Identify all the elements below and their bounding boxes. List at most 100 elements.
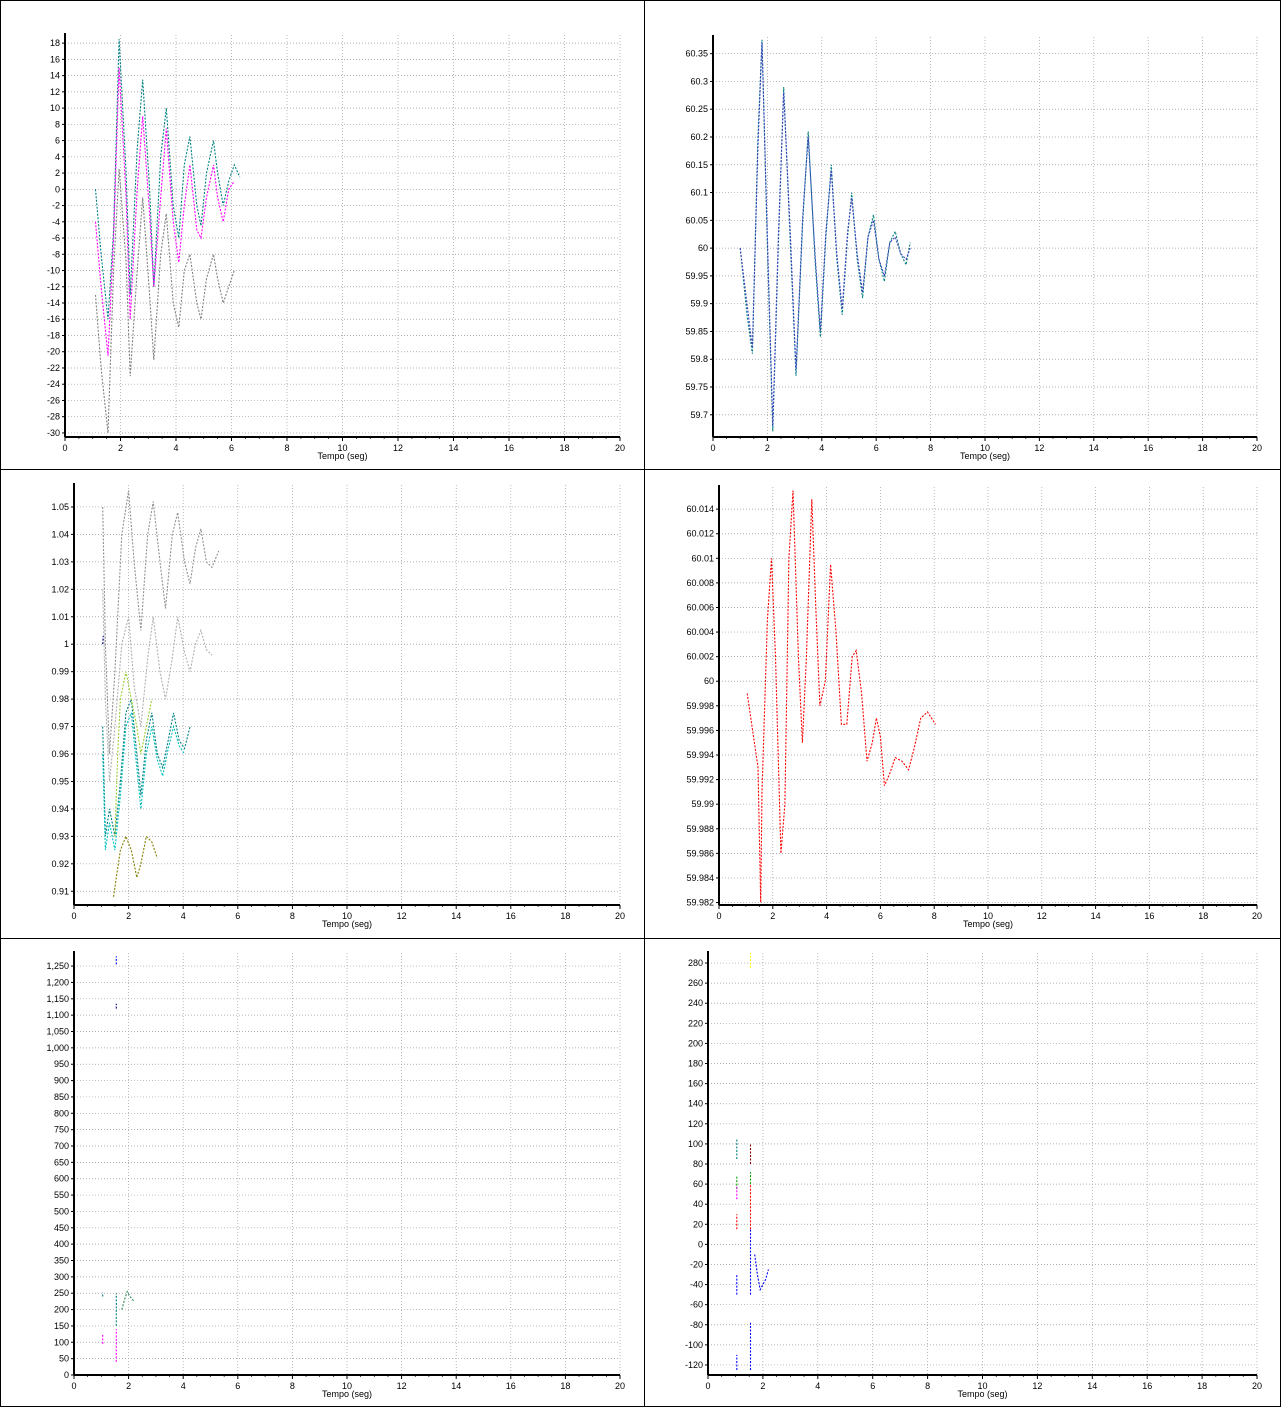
- y-tick-label: 2: [55, 168, 60, 178]
- x-tick-label: 12: [393, 443, 403, 453]
- x-tick-label: 12: [1032, 1381, 1042, 1391]
- y-tick-label: 0.98: [51, 694, 69, 704]
- x-tick-label: 6: [874, 443, 879, 453]
- y-tick-label: 80: [693, 1159, 703, 1169]
- x-tick-label: 20: [615, 911, 625, 921]
- x-tick-label: 18: [560, 911, 570, 921]
- y-tick-label: 60: [704, 676, 714, 686]
- y-tick-label: -28: [47, 412, 60, 422]
- y-tick-label: 350: [54, 1256, 69, 1266]
- x-tick-label: 8: [284, 443, 289, 453]
- y-tick-label: 6: [55, 136, 60, 146]
- y-tick-label: 1,050: [46, 1027, 69, 1037]
- x-tick-label: 4: [181, 1381, 186, 1391]
- x-tick-label: 4: [181, 911, 186, 921]
- x-tick-label: 2: [118, 443, 123, 453]
- y-tick-label: 60: [693, 1179, 703, 1189]
- y-tick-label: 0: [698, 1239, 703, 1249]
- chart-p2: 0 2 4 6 8 10 12 14 16 18 2059.759.7559.859.8559.95…: [685, 35, 1262, 461]
- x-tick-label: 12: [397, 1381, 407, 1391]
- x-tick-label: 2: [760, 1381, 765, 1391]
- y-tick-label: -10: [47, 266, 60, 276]
- y-tick-label: 0: [64, 1370, 69, 1380]
- y-tick-label: 100: [688, 1139, 703, 1149]
- y-tick-label: -120: [685, 1360, 703, 1370]
- series-line-2: [102, 698, 191, 837]
- y-tick-label: 1: [64, 639, 69, 649]
- y-tick-label: 260: [688, 978, 703, 988]
- cell-p3: [1, 470, 645, 939]
- y-tick-label: 60.002: [686, 652, 714, 662]
- x-tick-label: 10: [983, 911, 993, 921]
- y-tick-label: 16: [50, 54, 60, 64]
- y-tick-label: 140: [688, 1099, 703, 1109]
- x-tick-label: 16: [1144, 911, 1154, 921]
- y-tick-label: 60.004: [686, 627, 714, 637]
- series-line-6: [102, 635, 104, 645]
- y-tick-label: 0.99: [51, 667, 69, 677]
- y-tick-label: 220: [688, 1018, 703, 1028]
- y-tick-label: 60.014: [686, 504, 714, 514]
- y-tick-label: -26: [47, 395, 60, 405]
- x-tick-label: 4: [815, 1381, 820, 1391]
- y-tick-label: 0.94: [51, 804, 69, 814]
- y-tick-label: 750: [54, 1125, 69, 1135]
- x-tick-label: 6: [235, 1381, 240, 1391]
- x-tick-label: 16: [1142, 1381, 1152, 1391]
- y-tick-label: 450: [54, 1223, 69, 1233]
- x-tick-label: 12: [1037, 911, 1047, 921]
- y-tick-label: -20: [690, 1259, 703, 1269]
- y-tick-label: 1.01: [51, 612, 69, 622]
- y-tick-label: 60.1: [690, 188, 708, 198]
- y-tick-label: -4: [52, 217, 60, 227]
- y-tick-label: 0.92: [51, 859, 69, 869]
- x-tick-label: 6: [870, 1381, 875, 1391]
- y-tick-label: 240: [688, 998, 703, 1008]
- y-tick-label: 1,250: [46, 961, 69, 971]
- x-tick-label: 10: [977, 1381, 987, 1391]
- y-tick-label: 12: [50, 87, 60, 97]
- x-tick-label: 6: [229, 443, 234, 453]
- y-tick-label: -8: [52, 249, 60, 259]
- y-tick-label: -30: [47, 428, 60, 438]
- x-tick-label: 8: [925, 1381, 930, 1391]
- series-line-4: [114, 671, 153, 837]
- y-tick-label: 59.986: [686, 848, 714, 858]
- x-tick-label: 0: [710, 443, 715, 453]
- y-tick-label: -80: [690, 1320, 703, 1330]
- x-tick-label: 16: [506, 911, 516, 921]
- x-tick-label: 0: [716, 911, 721, 921]
- x-tick-label: 8: [928, 443, 933, 453]
- y-tick-label: 60.25: [685, 104, 708, 114]
- y-tick-label: 60.012: [686, 529, 714, 539]
- y-tick-label: 180: [688, 1059, 703, 1069]
- y-tick-label: 250: [54, 1288, 69, 1298]
- y-tick-label: 8: [55, 119, 60, 129]
- x-tick-label: 10: [342, 911, 352, 921]
- x-axis-label: Tempo (seg): [322, 919, 372, 929]
- x-tick-label: 0: [71, 1381, 76, 1391]
- x-tick-label: 4: [173, 443, 178, 453]
- x-tick-label: 16: [1143, 443, 1153, 453]
- y-tick-label: 280: [688, 958, 703, 968]
- x-tick-label: 16: [504, 443, 514, 453]
- y-tick-label: 59.996: [686, 725, 714, 735]
- x-tick-label: 8: [290, 1381, 295, 1391]
- series-line-0: [94, 39, 241, 320]
- y-tick-label: 59.85: [685, 326, 708, 336]
- y-tick-label: 59.99: [691, 799, 714, 809]
- y-tick-label: 900: [54, 1076, 69, 1086]
- y-tick-label: 600: [54, 1174, 69, 1184]
- y-tick-label: 150: [54, 1321, 69, 1331]
- x-tick-label: 4: [819, 443, 824, 453]
- x-tick-label: 16: [506, 1381, 516, 1391]
- y-tick-label: 950: [54, 1059, 69, 1069]
- series-line-2: [94, 168, 235, 433]
- series-line-0: [739, 39, 911, 432]
- x-tick-label: 18: [1197, 1381, 1207, 1391]
- y-tick-label: 60.01: [691, 553, 714, 563]
- y-tick-label: 1,150: [46, 994, 69, 1004]
- x-tick-label: 2: [126, 1381, 131, 1391]
- x-tick-label: 18: [1198, 443, 1208, 453]
- y-tick-label: 200: [688, 1038, 703, 1048]
